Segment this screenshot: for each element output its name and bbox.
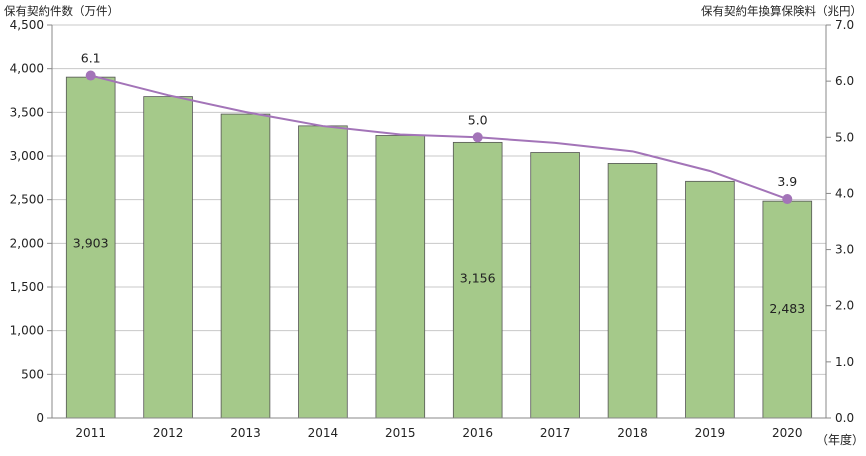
left-tick-label: 4,500 <box>10 18 44 32</box>
bar <box>65 76 116 419</box>
left-tick-label: 1,500 <box>10 280 44 294</box>
right-tick-label: 7.0 <box>835 18 854 32</box>
line-point <box>782 194 793 205</box>
data-labels: 6.1 5.0 3.9 3,903 3,156 2,483 <box>73 51 805 316</box>
x-tick-label: 2012 <box>153 426 184 440</box>
axes <box>47 24 831 419</box>
right-tick-label: 0.0 <box>835 411 854 425</box>
bar <box>220 113 271 419</box>
line-point <box>472 132 483 143</box>
bar-value-label: 3,156 <box>460 270 496 285</box>
line-series <box>85 70 793 205</box>
line-point <box>85 70 96 81</box>
left-tick-label: 2,500 <box>10 193 44 207</box>
bar-value-label: 3,903 <box>73 235 109 250</box>
right-tick-label: 5.0 <box>835 130 854 144</box>
right-tick-label: 6.0 <box>835 74 854 88</box>
x-tick-label: 2014 <box>308 426 339 440</box>
x-tick-label: 2018 <box>617 426 648 440</box>
bar <box>143 96 193 419</box>
left-axis-title: 保有契約件数（万件） <box>4 4 119 18</box>
x-tick-label: 2011 <box>75 426 106 440</box>
right-tick-label: 4.0 <box>835 186 854 200</box>
right-tick-label: 3.0 <box>835 243 854 257</box>
line-value-label: 3.9 <box>777 174 797 189</box>
line-path <box>90 74 788 200</box>
left-tick-label: 3,500 <box>10 105 44 119</box>
bar <box>685 180 735 419</box>
bar <box>530 152 580 419</box>
tick-labels: 0 500 1,000 1,500 2,000 2,500 3,000 3,500 4,000 4… <box>10 18 854 440</box>
right-tick-label: 1.0 <box>835 355 854 369</box>
x-tick-label: 2017 <box>540 426 571 440</box>
bar-series <box>65 76 813 419</box>
x-tick-label: 2020 <box>772 426 803 440</box>
bar <box>607 163 658 419</box>
left-tick-label: 0 <box>36 411 44 425</box>
left-tick-label: 1,000 <box>10 324 44 338</box>
x-tick-label: 2013 <box>230 426 261 440</box>
x-tick-label: 2019 <box>695 426 726 440</box>
right-axis-title: 保有契約年換算保険料（兆円） <box>701 4 862 18</box>
left-tick-label: 500 <box>21 367 44 381</box>
left-tick-label: 4,000 <box>10 62 44 76</box>
x-tick-label: 2016 <box>462 426 493 440</box>
left-tick-label: 2,000 <box>10 236 44 250</box>
x-unit-label: （年度） <box>816 432 864 447</box>
line-value-label: 5.0 <box>468 112 488 127</box>
line-value-label: 6.1 <box>81 51 101 66</box>
bar-value-label: 2,483 <box>769 301 805 316</box>
x-tick-label: 2015 <box>385 426 416 440</box>
bar <box>298 125 348 419</box>
right-tick-label: 2.0 <box>835 299 854 313</box>
left-tick-label: 3,000 <box>10 149 44 163</box>
bar <box>375 135 426 419</box>
